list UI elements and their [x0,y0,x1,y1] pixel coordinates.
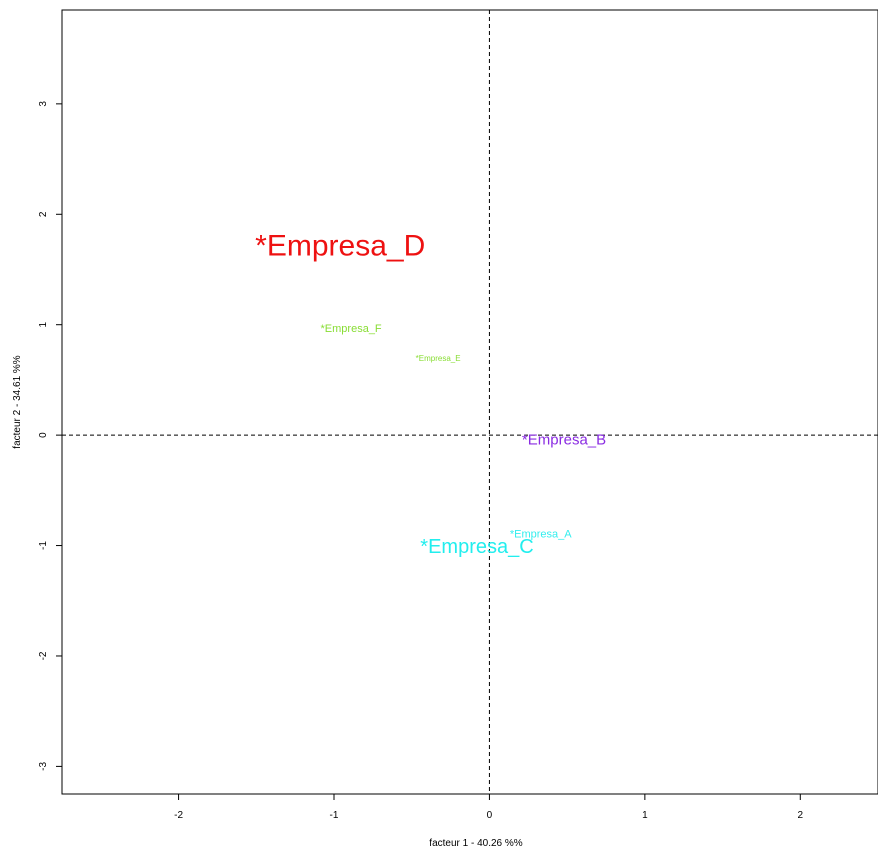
y-axis: -3 -2 -1 0 1 2 3 [38,101,62,771]
x-tick-label: 0 [487,810,493,821]
point-label: *Empresa_D [255,229,425,262]
y-tick-label: 0 [38,432,49,438]
y-tick-label: 2 [38,211,49,217]
x-axis: -2 -1 0 1 2 [174,794,804,821]
y-tick-label: -1 [38,541,49,550]
point-label: *Empresa_A [510,528,572,540]
x-tick-label: -2 [174,810,183,821]
y-axis-title: facteur 2 - 34.61 %% [12,355,23,448]
x-axis-title: facteur 1 - 40.26 %% [429,838,522,849]
x-tick-label: 1 [642,810,648,821]
point-label: *Empresa_B [522,432,606,449]
y-tick-label: 3 [38,101,49,107]
point-label: *Empresa_E [416,354,461,363]
y-tick-label: 1 [38,321,49,327]
x-tick-label: 2 [798,810,804,821]
point-labels: *Empresa_D *Empresa_F *Empresa_E *Empresa_B… [255,229,606,558]
point-label: *Empresa_C [420,536,533,558]
reference-lines [62,10,878,794]
y-tick-label: -2 [38,651,49,660]
y-tick-label: -3 [38,762,49,771]
point-label: *Empresa_F [321,323,382,335]
plot-frame [61,9,878,795]
x-tick-label: -1 [330,810,339,821]
